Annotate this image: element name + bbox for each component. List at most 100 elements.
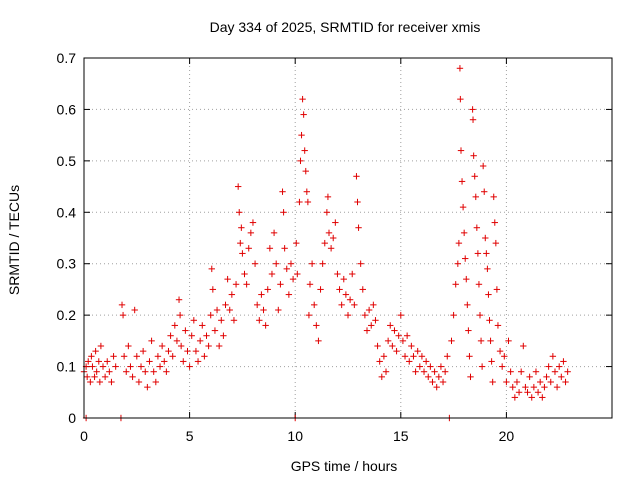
data-point — [144, 383, 151, 391]
data-point — [287, 260, 295, 267]
data-point — [406, 358, 413, 365]
data-point — [275, 306, 282, 314]
data-point — [370, 301, 377, 309]
data-point — [354, 198, 361, 206]
data-point — [524, 389, 531, 396]
data-point — [306, 281, 314, 288]
data-point — [311, 301, 318, 309]
data-point — [454, 260, 462, 267]
data-point — [176, 311, 184, 319]
data-point — [165, 347, 172, 355]
data-point — [258, 291, 265, 298]
data-point — [389, 342, 396, 350]
y-tick-label: 0.7 — [57, 50, 77, 66]
data-point — [218, 317, 225, 324]
data-point — [457, 147, 465, 154]
y-tick-label: 0.5 — [57, 153, 77, 169]
data-point — [285, 291, 293, 298]
data-point — [340, 275, 347, 283]
data-point — [92, 347, 99, 355]
data-point — [397, 311, 404, 319]
data-point — [467, 373, 474, 381]
data-point — [391, 327, 398, 334]
data-point — [435, 373, 443, 381]
data-point — [334, 270, 341, 278]
data-point — [487, 337, 494, 345]
y-tick-label: 0.2 — [57, 307, 77, 323]
data-point — [175, 296, 183, 303]
data-point — [234, 183, 242, 190]
grid-lines — [84, 58, 612, 418]
data-point — [490, 193, 497, 201]
data-point — [477, 337, 485, 345]
data-point — [199, 322, 206, 329]
data-point — [536, 378, 544, 386]
data-point — [361, 311, 369, 319]
data-point — [368, 322, 375, 329]
data-point — [150, 368, 157, 375]
data-point — [152, 378, 160, 386]
data-point — [441, 368, 449, 375]
data-point — [319, 260, 326, 267]
data-point — [167, 332, 174, 339]
data-point — [473, 224, 481, 231]
data-point — [325, 229, 333, 237]
data-point — [479, 162, 487, 170]
data-point — [156, 363, 164, 370]
data-point — [520, 342, 527, 350]
data-point — [509, 383, 516, 391]
data-point — [104, 358, 111, 365]
data-point — [372, 317, 379, 324]
data-point — [211, 327, 219, 334]
data-point — [511, 394, 519, 401]
data-point — [455, 239, 463, 247]
data-point — [294, 270, 301, 278]
data-point — [489, 378, 496, 386]
data-point — [146, 358, 153, 365]
data-point — [118, 301, 126, 309]
data-point — [459, 203, 467, 211]
data-point — [349, 270, 356, 278]
x-tick-label: 0 — [80, 428, 88, 444]
data-point — [135, 378, 143, 386]
data-point — [431, 368, 438, 375]
data-point — [382, 368, 390, 375]
data-point — [256, 317, 263, 324]
data-point — [97, 342, 105, 350]
data-point — [399, 337, 407, 345]
data-point — [439, 378, 447, 386]
data-point — [384, 337, 392, 345]
data-point — [363, 327, 371, 334]
data-point — [317, 286, 324, 293]
data-point — [543, 373, 550, 381]
data-point — [401, 353, 409, 360]
data-point — [224, 275, 231, 283]
data-point — [201, 353, 208, 360]
data-point — [437, 363, 445, 370]
data-point — [522, 383, 529, 391]
data-point — [378, 373, 385, 381]
chart-title: Day 334 of 2025, SRMTID for receiver xmi… — [210, 19, 481, 35]
data-point — [182, 327, 189, 334]
data-point — [266, 245, 274, 252]
data-point — [270, 229, 278, 237]
y-tick-label: 0.3 — [57, 256, 77, 272]
data-point — [180, 358, 187, 365]
data-point — [323, 209, 331, 216]
data-point — [301, 147, 308, 154]
data-point — [230, 317, 238, 324]
data-point — [395, 332, 402, 339]
data-point — [474, 250, 482, 257]
data-point — [448, 337, 455, 345]
y-tick-label: 0.4 — [57, 204, 77, 220]
data-point — [327, 245, 335, 252]
data-point — [528, 394, 535, 401]
y-tick-label: 0 — [68, 410, 76, 426]
data-point — [208, 265, 215, 273]
data-point — [418, 353, 426, 360]
data-point — [129, 373, 136, 381]
data-point — [148, 337, 155, 345]
x-axis-label: GPS time / hours — [291, 458, 398, 474]
data-point — [133, 353, 140, 360]
data-point — [315, 337, 322, 345]
